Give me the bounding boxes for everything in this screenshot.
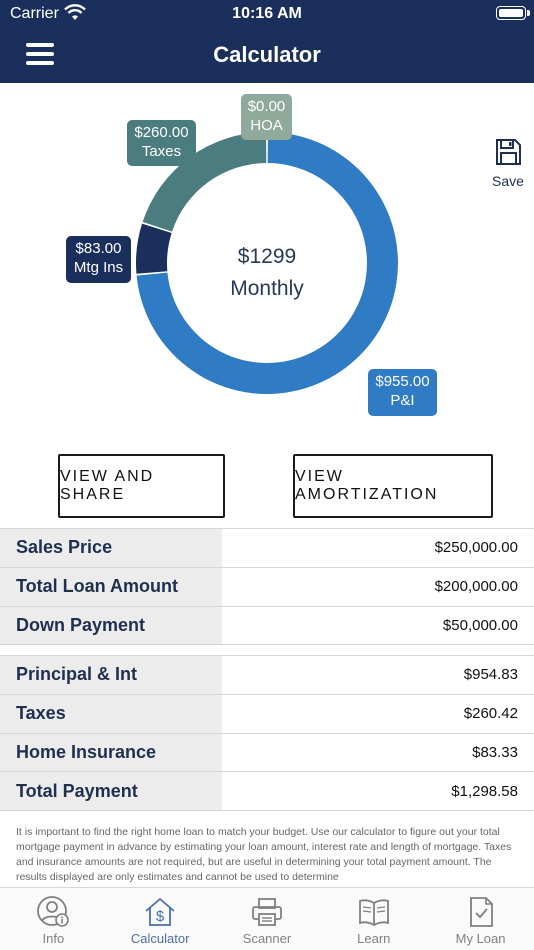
badge-taxes-label: Taxes	[141, 143, 182, 160]
table-row-down-payment: Down Payment $50,000.00	[0, 606, 534, 646]
row-label: Total Payment	[0, 772, 222, 811]
carrier-label: Carrier	[10, 5, 59, 22]
row-value: $1,298.58	[451, 782, 518, 800]
tab-my-loan-label: My Loan	[455, 931, 506, 946]
donut-center-label: Monthly	[230, 277, 304, 300]
svg-text:$: $	[156, 908, 165, 925]
view-and-share-button[interactable]: VIEW AND SHARE	[58, 454, 225, 518]
clock: 10:16 AM	[232, 5, 302, 22]
tab-bar: Info $ Calculator Scanner Learn	[0, 887, 534, 950]
payment-breakdown-table: Principal & Int $954.83 Taxes $260.42 Ho…	[0, 655, 534, 812]
loan-summary-table: Sales Price $250,000.00 Total Loan Amoun…	[0, 528, 534, 646]
tab-calculator-label: Calculator	[130, 931, 190, 946]
badge-mtg-ins: $83.00 Mtg Ins	[66, 236, 131, 283]
badge-pi-amount: $955.00	[375, 373, 430, 390]
save-label: Save	[492, 173, 524, 189]
row-value: $83.33	[472, 743, 518, 761]
donut-svg	[135, 132, 398, 395]
row-value: $50,000.00	[442, 616, 518, 634]
tab-scanner-label: Scanner	[242, 931, 292, 946]
tab-scanner[interactable]: Scanner	[214, 888, 321, 950]
nav-bar: Calculator	[0, 28, 534, 83]
table-row-home-insurance: Home Insurance $83.33	[0, 733, 534, 773]
row-label: Principal & Int	[0, 656, 222, 694]
row-label: Home Insurance	[0, 733, 222, 772]
hamburger-menu-icon[interactable]	[26, 43, 54, 67]
house-dollar-icon: $	[145, 897, 175, 926]
badge-hoa-amount: $0.00	[247, 98, 286, 115]
badge-mtg-ins-amount: $83.00	[75, 240, 122, 257]
badge-taxes: $260.00 Taxes	[127, 120, 196, 166]
badge-hoa-label: HOA	[250, 117, 283, 134]
page-title: Calculator	[213, 42, 321, 67]
tab-info-label: Info	[42, 931, 65, 946]
table-row-taxes: Taxes $260.42	[0, 694, 534, 734]
badge-hoa: $0.00 HOA	[241, 94, 292, 140]
row-label: Down Payment	[0, 606, 222, 645]
donut-center-amount: $1299	[237, 245, 297, 268]
document-check-icon	[469, 897, 493, 927]
tab-my-loan[interactable]: My Loan	[427, 888, 534, 950]
tab-learn-label: Learn	[357, 931, 391, 946]
battery-icon	[496, 6, 530, 20]
badge-pi: $955.00 P&I	[368, 369, 437, 416]
floppy-disk-icon	[496, 139, 521, 165]
person-info-icon	[37, 896, 70, 927]
row-label: Taxes	[0, 694, 222, 733]
row-value: $200,000.00	[434, 578, 518, 596]
tab-info[interactable]: Info	[0, 888, 107, 950]
tab-learn[interactable]: Learn	[320, 888, 427, 950]
row-value: $260.42	[463, 705, 518, 723]
row-label: Total Loan Amount	[0, 567, 222, 606]
wifi-icon	[64, 4, 86, 20]
view-amortization-button[interactable]: VIEW AMORTIZATION	[293, 454, 493, 518]
row-label: Sales Price	[0, 529, 222, 567]
status-bar: Carrier 10:16 AM	[0, 0, 534, 28]
save-button[interactable]: Save	[486, 138, 530, 189]
table-row-principal-int: Principal & Int $954.83	[0, 656, 534, 695]
table-row-total-loan-amount: Total Loan Amount $200,000.00	[0, 567, 534, 607]
badge-pi-label: P&I	[390, 392, 415, 409]
table-row-sales-price: Sales Price $250,000.00	[0, 529, 534, 568]
badge-taxes-amount: $260.00	[134, 124, 189, 141]
row-value: $250,000.00	[434, 539, 518, 557]
table-row-total-payment: Total Payment $1,298.58	[0, 772, 534, 812]
book-icon	[358, 899, 389, 927]
row-value: $954.83	[463, 666, 518, 684]
tab-calculator[interactable]: $ Calculator	[107, 888, 214, 950]
badge-mtg-ins-label: Mtg Ins	[73, 259, 124, 276]
donut-segment-taxes	[142, 132, 267, 232]
disclaimer-text: It is important to find the right home l…	[16, 826, 512, 883]
printer-icon	[252, 898, 282, 926]
donut-segment-mtg-ins	[135, 223, 172, 274]
payment-donut-chart: $1299 Monthly $0.00 HOA $260.00 Taxes $8…	[0, 83, 534, 445]
